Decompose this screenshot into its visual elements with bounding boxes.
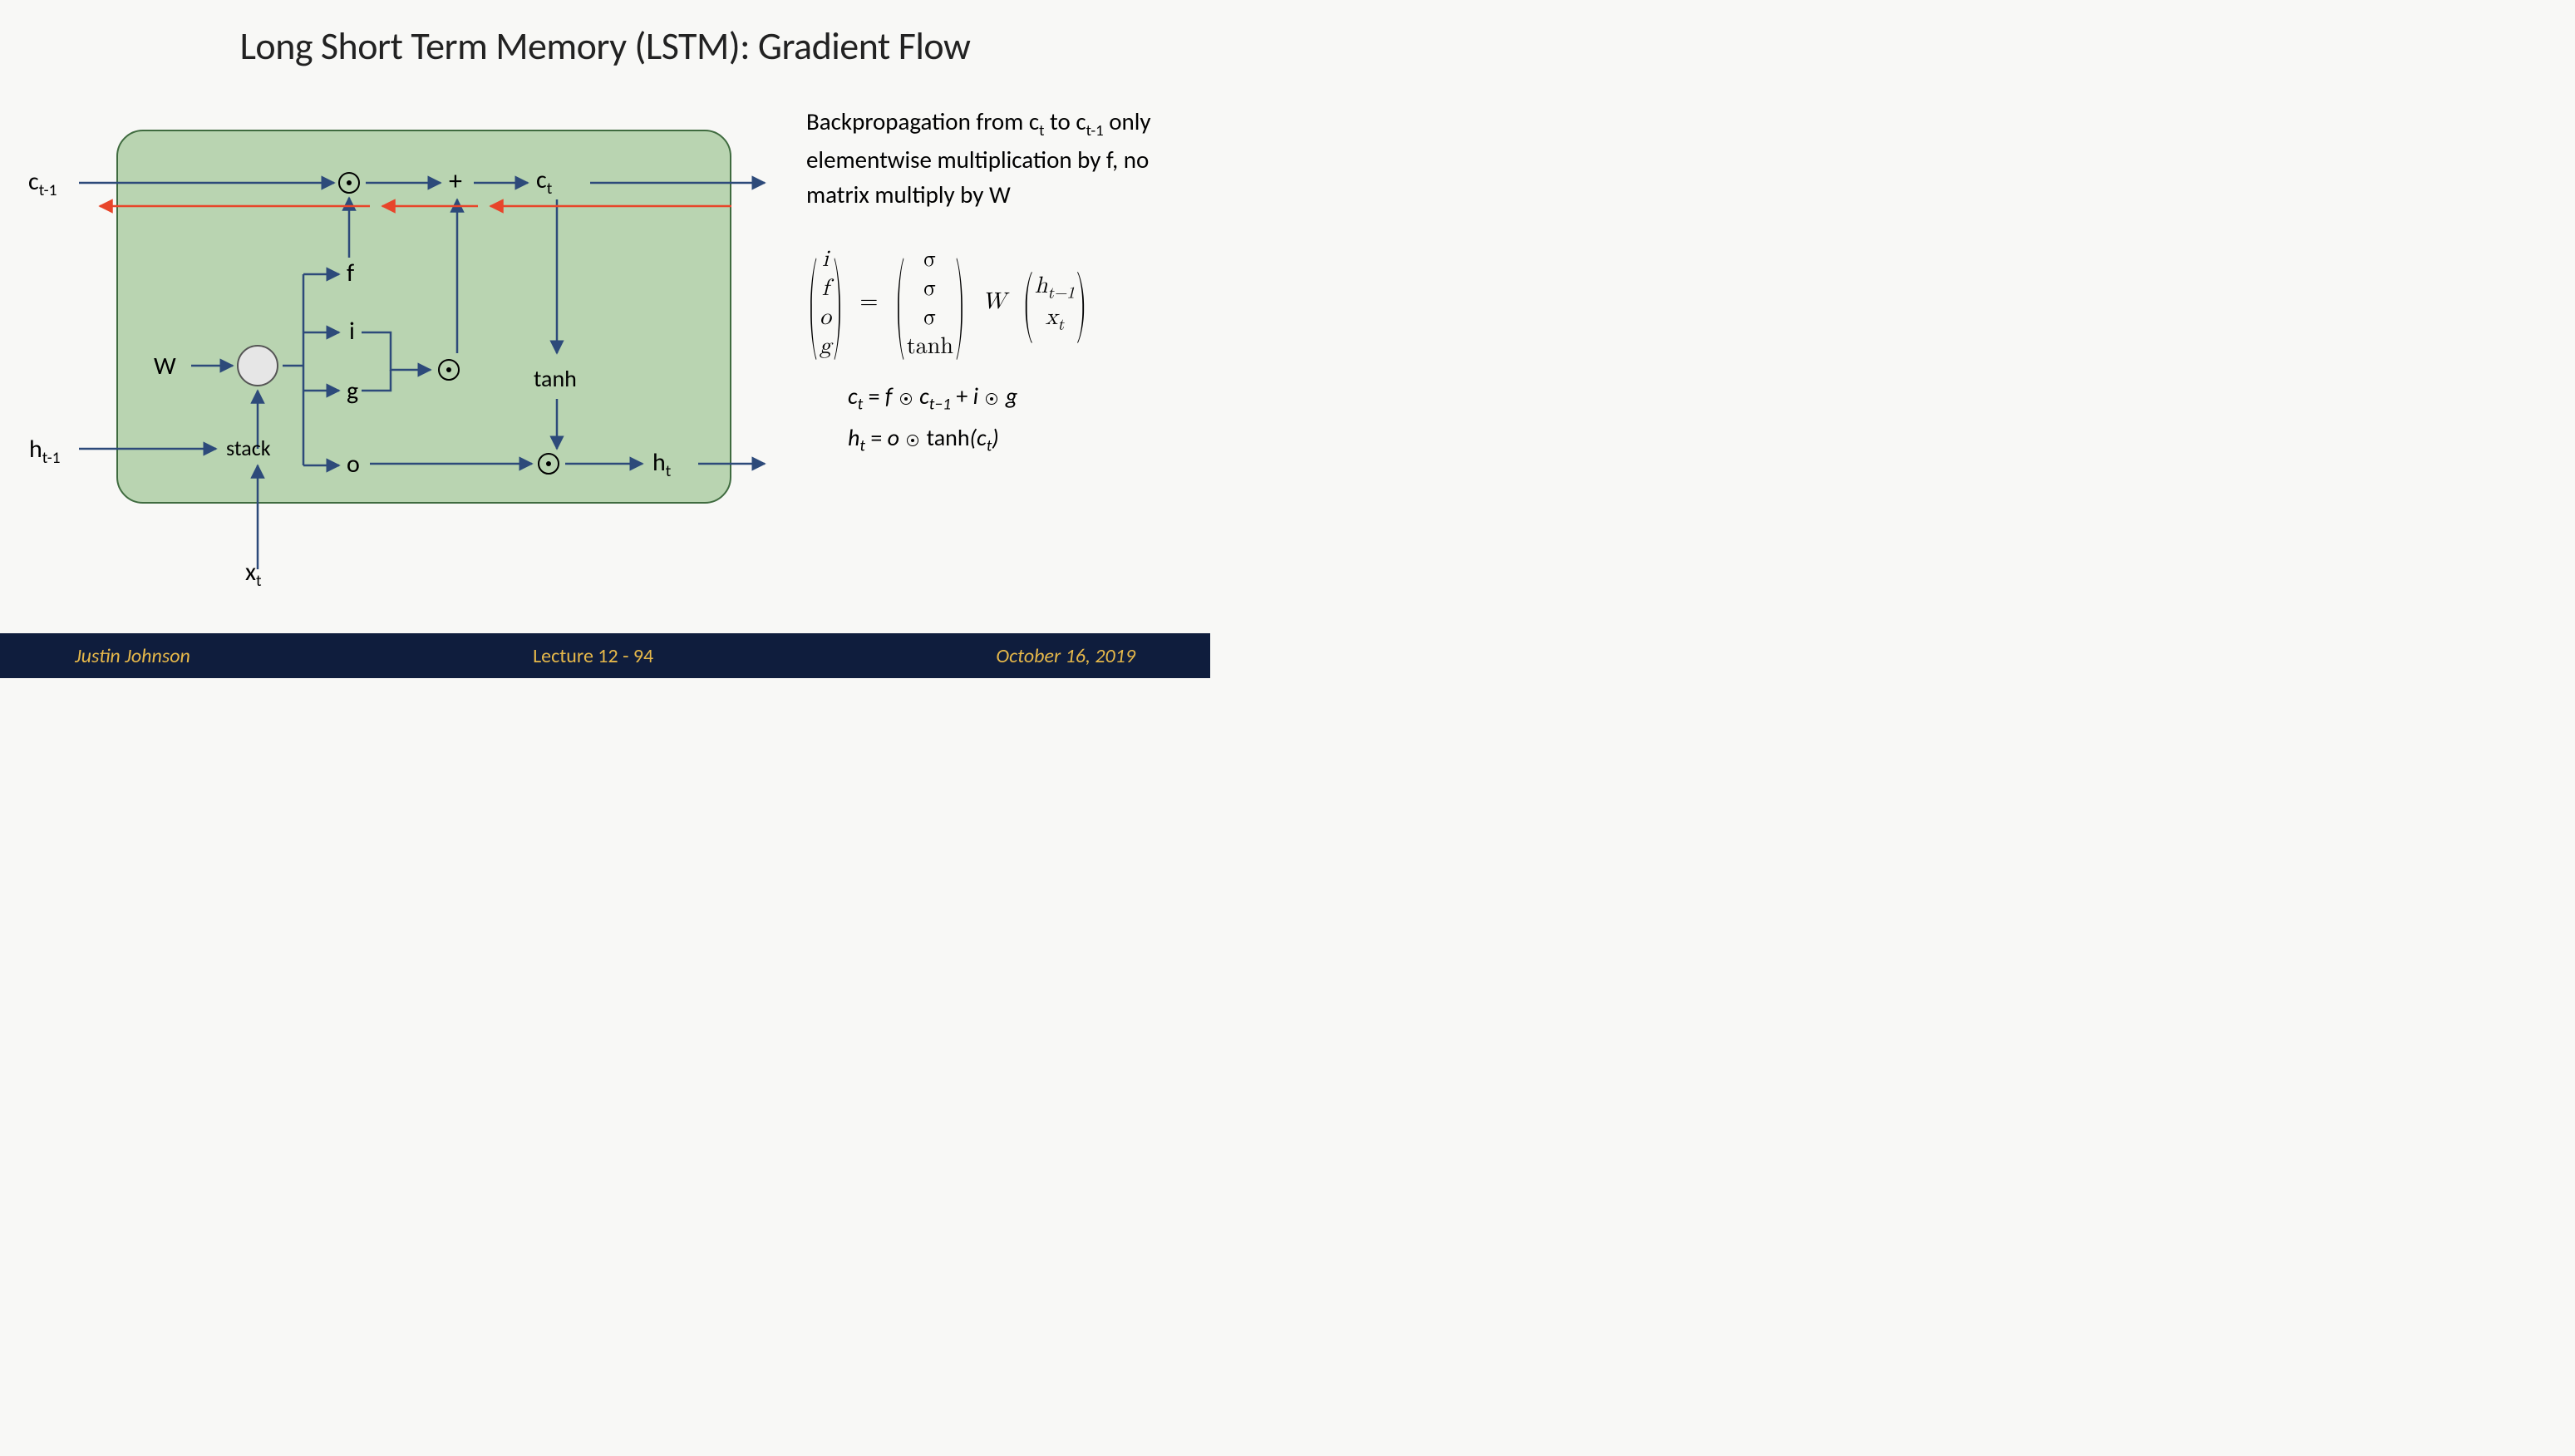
label-tanh: tanh	[534, 364, 577, 393]
odot-input-icon	[438, 359, 460, 381]
right-panel: Backpropagation from ct to ct-1 only ele…	[806, 104, 1189, 458]
lstm-cell-box	[116, 130, 731, 504]
label-i: i	[349, 316, 355, 347]
odot-output-icon	[538, 453, 559, 475]
slide-footer: Justin Johnson Lecture 12 - 94 October 1…	[0, 633, 1210, 678]
gate-equation: ( ifog ) = ( σσσtanh ) W ( ht−1 xt )	[806, 245, 1189, 362]
label-f: f	[347, 258, 354, 288]
backprop-description: Backpropagation from ct to ct-1 only ele…	[806, 104, 1189, 212]
slide-root: Long Short Term Memory (LSTM): Gradient …	[0, 0, 1210, 678]
footer-date: October 16, 2019	[996, 644, 1135, 668]
lstm-diagram: ct-1 ht-1 xt W stack f i g o tanh ct ht …	[17, 116, 781, 615]
label-stack: stack	[226, 435, 271, 461]
label-W: W	[154, 351, 176, 381]
label-c-t: ct	[536, 165, 552, 199]
footer-lecture: Lecture 12 - 94	[533, 644, 653, 668]
node-W-circle	[237, 345, 278, 386]
odot-forget-icon	[338, 172, 360, 194]
plus-op: +	[449, 165, 462, 197]
label-c-prev: ct-1	[28, 166, 57, 200]
label-o: o	[347, 449, 360, 480]
label-g: g	[347, 376, 358, 406]
label-h-prev: ht-1	[29, 434, 61, 468]
label-h-t: ht	[652, 447, 671, 481]
footer-author: Justin Johnson	[75, 644, 190, 668]
slide-title: Long Short Term Memory (LSTM): Gradient …	[0, 23, 1210, 70]
cell-state-equation: ct = f ct−1 + i g	[848, 380, 1189, 416]
label-x-t: xt	[245, 557, 262, 591]
hidden-state-equation: ht = o tanh(ct)	[848, 421, 1189, 458]
